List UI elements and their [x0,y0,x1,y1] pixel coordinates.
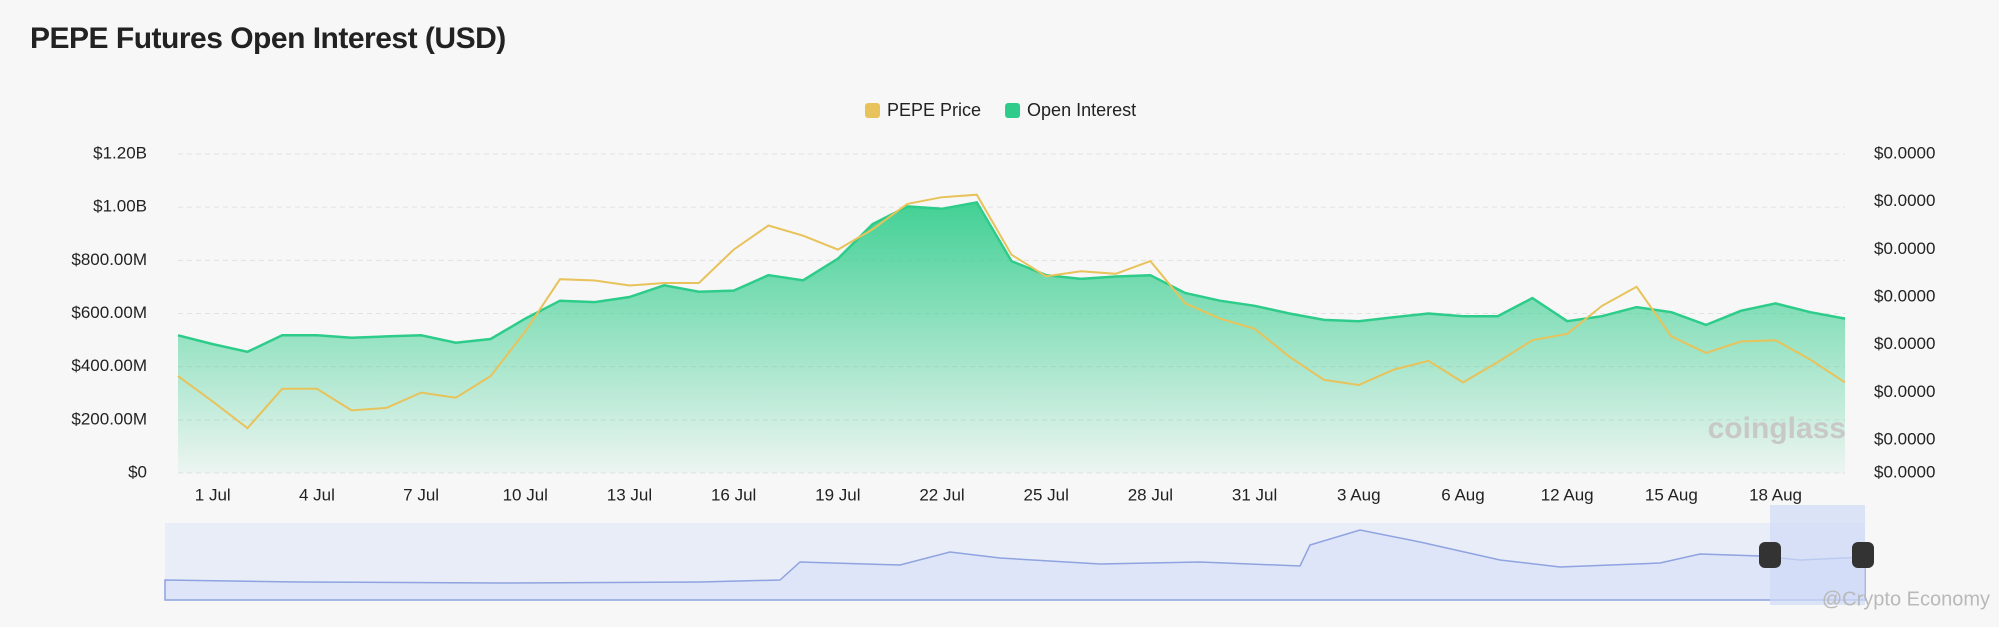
navigator-handle[interactable] [1852,542,1874,568]
y-tick-label: $200.00M [71,409,147,428]
navigator-handle[interactable] [1759,542,1781,568]
y-tick-label: $600.00M [71,303,147,322]
y2-tick-label: $0.0000 [1874,143,1935,162]
chart-title: PEPE Futures Open Interest (USD) [30,22,506,55]
legend: PEPE Price Open Interest [865,100,1136,120]
y2-tick-label: $0.0000 [1874,286,1935,305]
navigator-window[interactable] [1770,505,1865,605]
y-tick-label: $400.00M [71,356,147,375]
x-tick-label: 18 Aug [1749,485,1802,504]
y2-tick-label: $0.0000 [1874,429,1935,448]
x-tick-label: 13 Jul [607,485,652,504]
plot: $0 $200.00M $400.00M $600.00M $800.00M $1.00B… [71,143,1935,504]
x-tick-label: 1 Jul [195,485,231,504]
y-tick-label: $800.00M [71,250,147,269]
x-tick-label: 19 Jul [815,485,860,504]
y2-tick-label: $0.0000 [1874,462,1935,481]
x-tick-label: 31 Jul [1232,485,1277,504]
line [177,201,1846,354]
y-tick-label: $1.00B [93,197,147,216]
navigator [164,505,1874,605]
area [178,202,1845,473]
x-tick-label: 10 Jul [503,485,548,504]
legend-swatch [865,103,880,118]
x-tick-label: 3 Aug [1337,485,1381,504]
y-tick-label: $1.20B [93,143,147,162]
x-tick-label: 16 Jul [711,485,756,504]
x-tick-label: 12 Aug [1541,485,1594,504]
x-tick-label: 22 Jul [919,485,964,504]
x-tick-label: 28 Jul [1128,485,1173,504]
y-tick-label: $0 [128,462,147,481]
credit: @Crypto Economy [1822,588,1990,610]
y2-tick-label: $0.0000 [1874,239,1935,258]
x-tick-label: 4 Jul [299,485,335,504]
line [177,193,1846,430]
x-tick-label: 15 Aug [1645,485,1698,504]
y2-tick-label: $0.0000 [1874,191,1935,210]
legend-label: PEPE Price [887,100,981,120]
y2-tick-label: $0.0000 [1874,382,1935,401]
x-tick-label: 7 Jul [403,485,439,504]
y2-tick-label: $0.0000 [1874,334,1935,353]
x-tick-label: 25 Jul [1024,485,1069,504]
watermark: coinglass [1708,412,1846,445]
legend-swatch [1005,103,1021,118]
legend-label: Open Interest [1027,100,1136,120]
x-tick-label: 6 Aug [1441,485,1485,504]
